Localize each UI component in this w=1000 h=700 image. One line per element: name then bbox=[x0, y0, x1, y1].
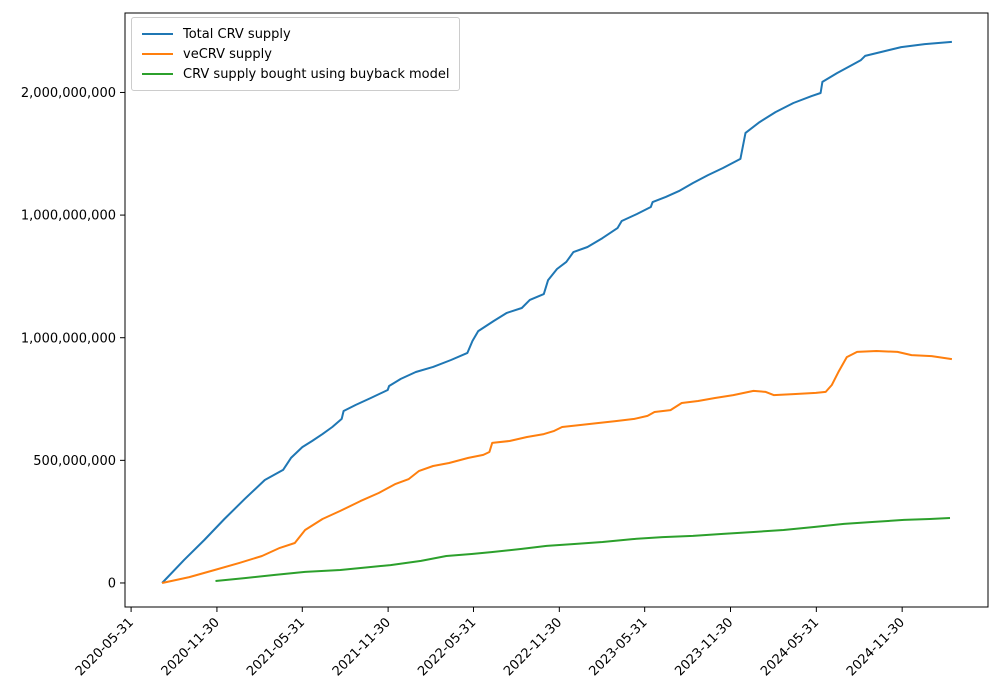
x-tick-label: 2024-11-30 bbox=[844, 615, 908, 679]
y-tick-label: 1,000,000,000 bbox=[21, 209, 116, 224]
y-tick-label: 2,000,000,000 bbox=[21, 86, 116, 101]
y-tick-label: 1,000,000,000 bbox=[21, 331, 116, 346]
legend-line-swatch bbox=[142, 73, 173, 75]
y-tick-label: 500,000,000 bbox=[33, 454, 116, 469]
series-line-vecrv-supply bbox=[161, 350, 953, 584]
series-line-crv-supply-bought-using-buyback-model bbox=[215, 517, 951, 582]
x-tick-label: 2020-05-31 bbox=[73, 615, 137, 679]
legend-line-swatch bbox=[142, 33, 173, 35]
y-tick-label: 0 bbox=[108, 577, 116, 592]
x-tick-label: 2021-05-31 bbox=[244, 615, 308, 679]
legend-entry-total-crv-supply: Total CRV supply bbox=[142, 24, 449, 44]
legend-label: Total CRV supply bbox=[183, 26, 291, 42]
legend-line-swatch bbox=[142, 53, 173, 55]
x-tick-label: 2024-05-31 bbox=[758, 615, 822, 679]
x-tick-label: 2023-05-31 bbox=[586, 615, 650, 679]
legend-entry-vecrv-supply: veCRV supply bbox=[142, 44, 449, 64]
legend-entry-buyback-supply: CRV supply bought using buyback model bbox=[142, 64, 449, 84]
x-tick-label: 2020-11-30 bbox=[159, 615, 223, 679]
x-tick-label: 2022-11-30 bbox=[501, 615, 565, 679]
x-tick-label: 2022-05-31 bbox=[415, 615, 479, 679]
series-line-total-crv-supply bbox=[161, 40, 952, 584]
x-tick-label: 2023-11-30 bbox=[672, 615, 736, 679]
legend-label: CRV supply bought using buyback model bbox=[183, 66, 450, 82]
plot-border bbox=[124, 12, 989, 608]
legend: Total CRV supply veCRV supply CRV supply… bbox=[131, 17, 461, 91]
x-tick-label: 2021-11-30 bbox=[330, 615, 394, 679]
legend-label: veCRV supply bbox=[183, 46, 272, 62]
